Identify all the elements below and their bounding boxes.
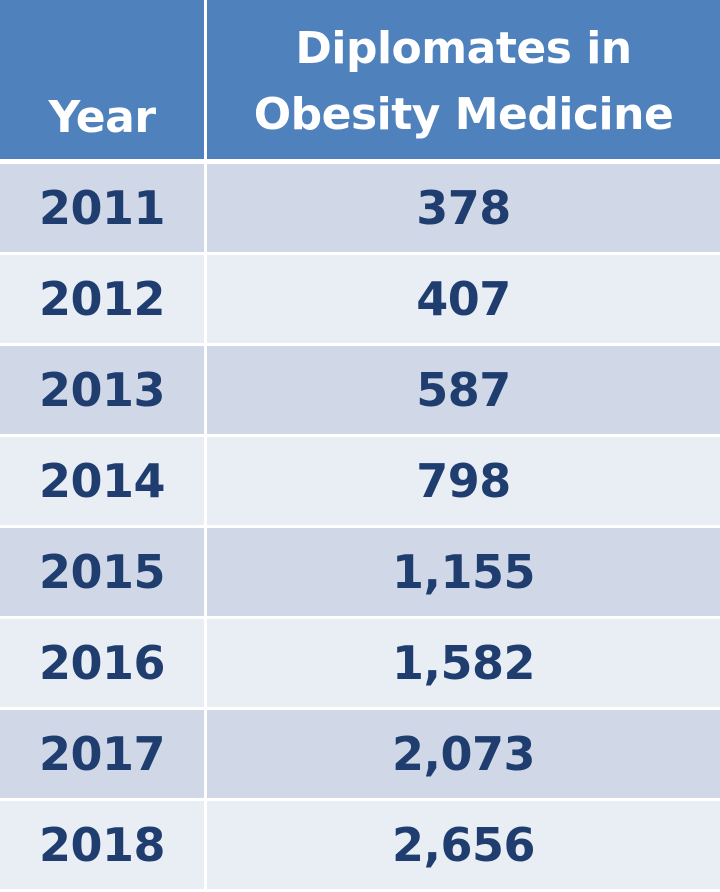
table-header: Year Diplomates in Obesity Medicine xyxy=(0,0,720,159)
column-divider xyxy=(204,528,207,616)
table-row: 2014 798 xyxy=(0,437,720,525)
row-separator xyxy=(0,343,720,346)
header-year: Year xyxy=(48,92,156,143)
row-separator xyxy=(0,616,720,619)
column-divider xyxy=(204,164,207,252)
column-divider xyxy=(204,710,207,798)
table-row: 2016 1,582 xyxy=(0,619,720,707)
diplomates-cell: 2,073 xyxy=(391,727,536,781)
header-diplomates-line1: Diplomates in xyxy=(295,22,632,74)
diplomates-cell: 587 xyxy=(416,363,511,417)
row-separator xyxy=(0,252,720,255)
header-underline xyxy=(0,159,720,164)
column-divider xyxy=(204,346,207,434)
year-cell: 2013 xyxy=(38,363,166,417)
year-cell: 2011 xyxy=(38,181,166,235)
diplomates-cell: 407 xyxy=(416,272,511,326)
row-separator xyxy=(0,434,720,437)
column-divider xyxy=(204,255,207,343)
diplomates-cell: 2,656 xyxy=(391,818,536,872)
table-row: 2017 2,073 xyxy=(0,710,720,798)
row-separator xyxy=(0,798,720,801)
diplomates-cell: 1,155 xyxy=(391,545,536,599)
year-cell: 2018 xyxy=(38,818,166,872)
year-cell: 2015 xyxy=(38,545,166,599)
diplomates-cell: 1,582 xyxy=(391,636,536,690)
column-divider xyxy=(204,801,207,889)
table-row: 2015 1,155 xyxy=(0,528,720,616)
year-cell: 2017 xyxy=(38,727,166,781)
row-separator xyxy=(0,707,720,710)
table-row: 2018 2,656 xyxy=(0,801,720,889)
column-divider xyxy=(204,619,207,707)
header-diplomates: Diplomates in Obesity Medicine xyxy=(207,0,720,159)
row-separator xyxy=(0,525,720,528)
year-cell: 2016 xyxy=(38,636,166,690)
header-diplomates-line2: Obesity Medicine xyxy=(253,88,674,140)
table-row: 2011 378 xyxy=(0,164,720,252)
column-divider xyxy=(204,437,207,525)
header-divider xyxy=(204,0,207,159)
table-row: 2012 407 xyxy=(0,255,720,343)
table-row: 2013 587 xyxy=(0,346,720,434)
year-cell: 2014 xyxy=(38,454,166,508)
year-cell: 2012 xyxy=(38,272,166,326)
diplomates-cell: 798 xyxy=(416,454,511,508)
diplomates-cell: 378 xyxy=(416,181,511,235)
